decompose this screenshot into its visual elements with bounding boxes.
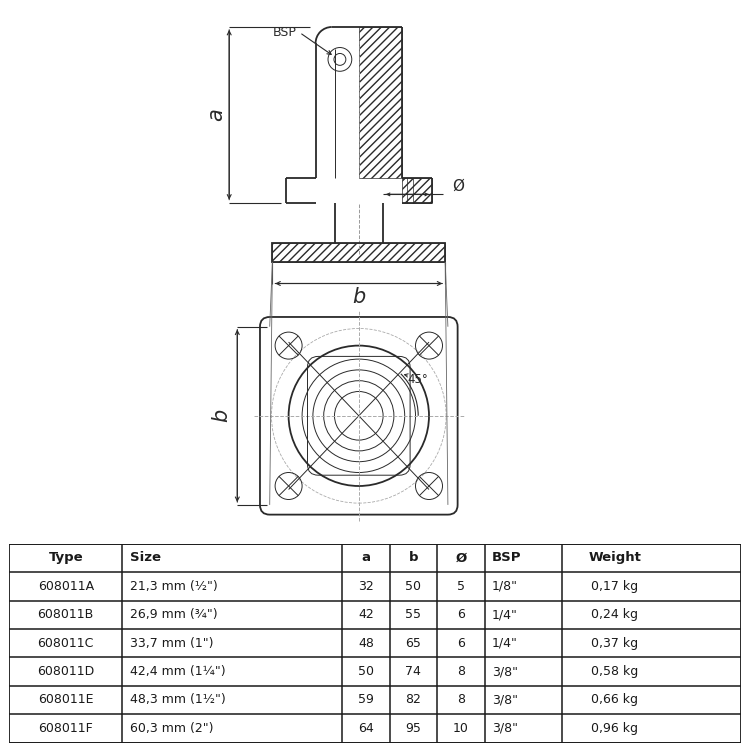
Text: a: a — [362, 551, 370, 565]
Text: b: b — [409, 551, 419, 565]
Text: 82: 82 — [406, 694, 422, 706]
Text: 3/8": 3/8" — [492, 665, 518, 678]
Text: Weight: Weight — [588, 551, 641, 565]
Text: 21,3 mm (½"): 21,3 mm (½") — [130, 580, 218, 592]
Text: 608011D: 608011D — [37, 665, 94, 678]
Text: 48,3 mm (1½"): 48,3 mm (1½") — [130, 694, 226, 706]
Text: 74: 74 — [406, 665, 422, 678]
Text: 59: 59 — [358, 694, 374, 706]
Text: Ø: Ø — [455, 551, 466, 565]
Text: 50: 50 — [358, 665, 374, 678]
Text: 42,4 mm (1¼"): 42,4 mm (1¼") — [130, 665, 226, 678]
Text: BSP: BSP — [273, 26, 297, 39]
Text: b: b — [352, 287, 365, 307]
Text: 10: 10 — [453, 722, 469, 735]
Text: 0,58 kg: 0,58 kg — [591, 665, 638, 678]
Text: 3/8": 3/8" — [492, 722, 518, 735]
Text: Size: Size — [130, 551, 160, 565]
Text: 8: 8 — [457, 694, 465, 706]
Text: 6: 6 — [457, 637, 465, 650]
Text: 45°: 45° — [407, 373, 428, 386]
Text: 33,7 mm (1"): 33,7 mm (1") — [130, 637, 213, 650]
Text: 608011E: 608011E — [38, 694, 94, 706]
Text: 64: 64 — [358, 722, 374, 735]
Text: Type: Type — [49, 551, 83, 565]
Text: 0,66 kg: 0,66 kg — [591, 694, 638, 706]
Text: 65: 65 — [406, 637, 422, 650]
Text: 608011B: 608011B — [38, 608, 94, 621]
Text: 608011A: 608011A — [38, 580, 94, 592]
Text: 608011F: 608011F — [38, 722, 93, 735]
Text: a: a — [206, 109, 226, 121]
Text: 0,96 kg: 0,96 kg — [591, 722, 638, 735]
Text: 0,37 kg: 0,37 kg — [591, 637, 638, 650]
Text: 95: 95 — [406, 722, 422, 735]
Text: 0,17 kg: 0,17 kg — [591, 580, 638, 592]
Bar — [358, 27, 402, 178]
Text: 32: 32 — [358, 580, 374, 592]
Text: 26,9 mm (¾"): 26,9 mm (¾") — [130, 608, 218, 621]
Text: BSP: BSP — [492, 551, 521, 565]
Bar — [272, 243, 446, 262]
Text: 55: 55 — [406, 608, 422, 621]
Text: 60,3 mm (2"): 60,3 mm (2") — [130, 722, 213, 735]
Bar — [272, 243, 446, 262]
Text: 8: 8 — [457, 665, 465, 678]
Text: 5: 5 — [457, 580, 465, 592]
Text: 3/8": 3/8" — [492, 694, 518, 706]
Text: 1/8": 1/8" — [492, 580, 518, 592]
Text: 42: 42 — [358, 608, 374, 621]
Text: 1/4": 1/4" — [492, 637, 518, 650]
Text: Ø: Ø — [453, 178, 465, 194]
Bar — [402, 178, 432, 203]
Text: 50: 50 — [406, 580, 422, 592]
Text: 48: 48 — [358, 637, 374, 650]
Text: b: b — [211, 410, 231, 422]
Text: 608011C: 608011C — [38, 637, 94, 650]
Text: 1/4": 1/4" — [492, 608, 518, 621]
Text: 0,24 kg: 0,24 kg — [591, 608, 638, 621]
Text: 6: 6 — [457, 608, 465, 621]
